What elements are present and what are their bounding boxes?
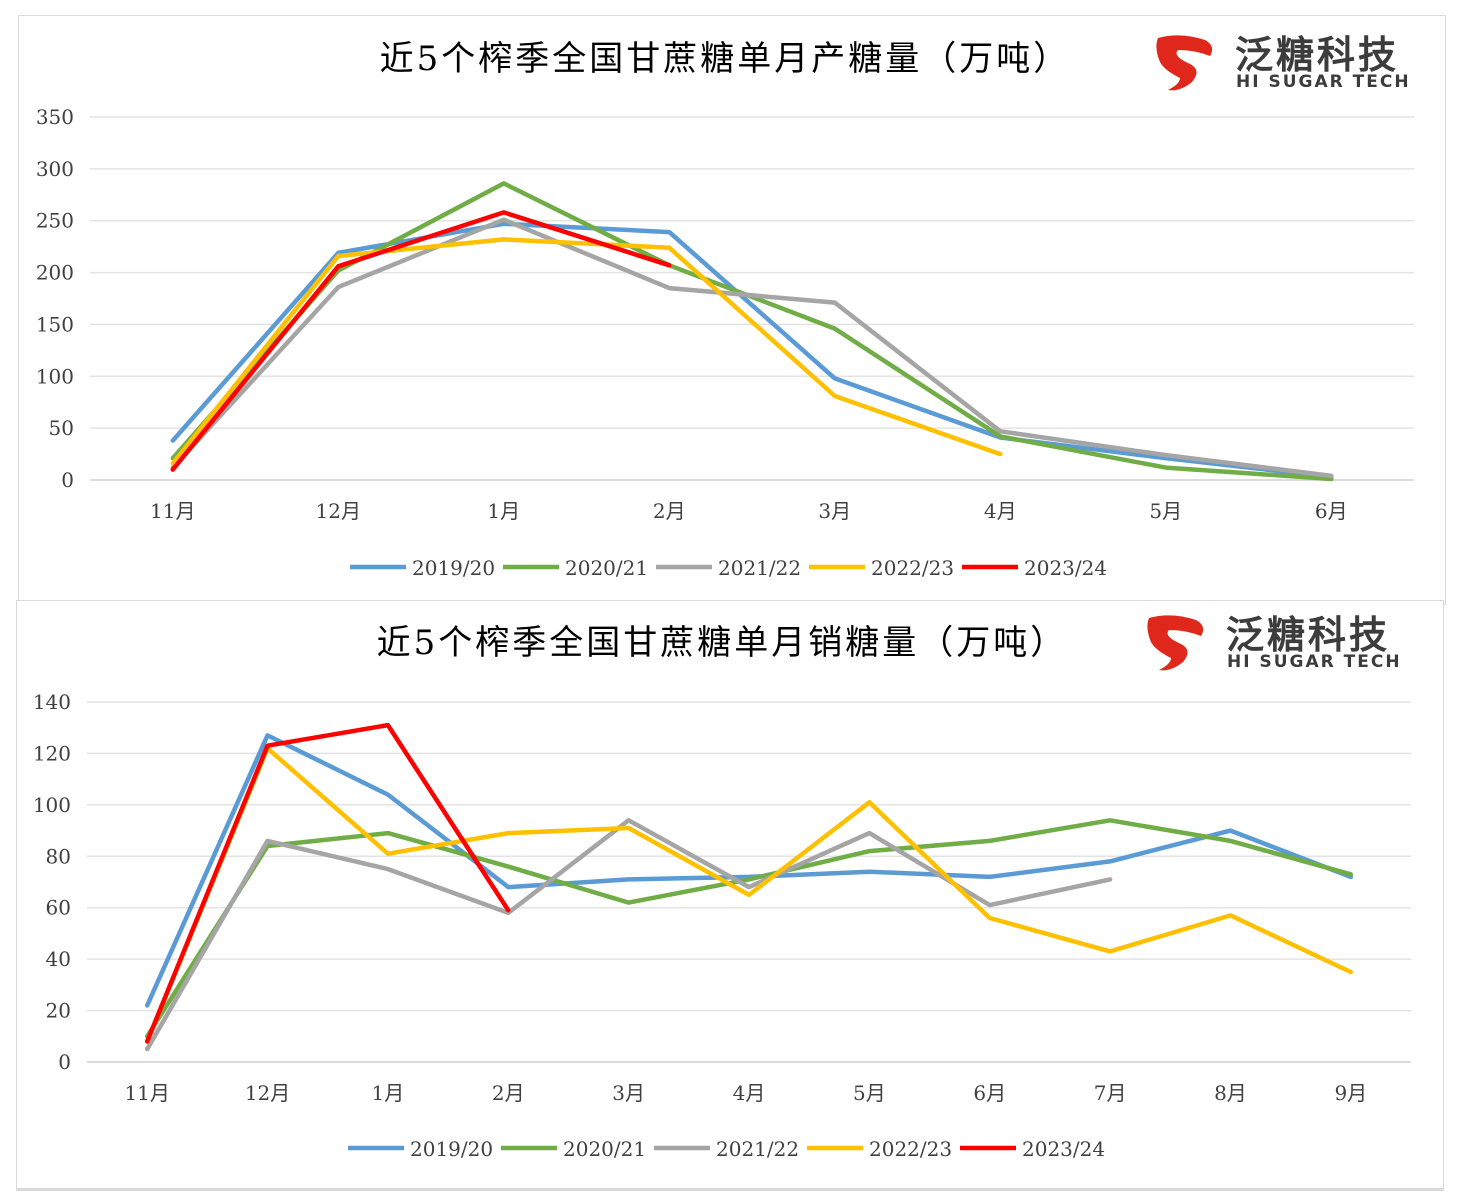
y-tick-label: 350	[36, 105, 74, 129]
x-tick-label: 2月	[653, 499, 686, 523]
legend-label: 2019/20	[410, 1137, 493, 1161]
legend-label: 2023/24	[1022, 1137, 1105, 1161]
x-tick-label: 5月	[1149, 499, 1182, 523]
y-tick-label: 150	[36, 312, 74, 336]
series-line-2019-20	[144, 733, 1354, 1008]
x-tick-label: 2月	[492, 1081, 525, 1105]
logo-cn: 泛糖科技	[1235, 33, 1400, 77]
y-tick-label: 50	[49, 416, 74, 440]
legend-label: 2021/22	[718, 556, 801, 580]
legend-label: 2020/21	[563, 1137, 646, 1161]
x-tick-label: 8月	[1214, 1081, 1247, 1105]
legend-label: 2021/22	[716, 1137, 799, 1161]
hi-sugar-logo-icon	[1156, 35, 1213, 91]
legend-label: 2022/23	[871, 556, 954, 580]
x-tick-label: 5月	[853, 1081, 886, 1105]
logo-bottom: 泛糖科技 HI SUGAR TECH	[1141, 610, 1431, 674]
legend-label: 2019/20	[412, 556, 495, 580]
y-tick-label: 120	[33, 741, 71, 765]
y-tick-label: 300	[36, 157, 74, 181]
series-line-2023-24	[170, 210, 672, 472]
x-tick-label: 6月	[1315, 499, 1348, 523]
y-tick-label: 140	[33, 690, 71, 714]
y-tick-label: 100	[33, 793, 71, 817]
logo-cn: 泛糖科技	[1226, 613, 1391, 657]
y-tick-label: 0	[58, 1050, 71, 1074]
x-tick-label: 3月	[818, 499, 851, 523]
legend-label: 2020/21	[565, 556, 648, 580]
y-tick-label: 250	[36, 209, 74, 233]
production-chart-panel	[18, 15, 1446, 605]
series-line-2022-23	[170, 237, 1003, 466]
series-line-2019-20	[170, 221, 1334, 480]
series-line-2021-22	[144, 818, 1113, 1052]
x-tick-label: 12月	[245, 1081, 290, 1105]
legend-label: 2023/24	[1024, 556, 1107, 580]
x-tick-label: 1月	[487, 499, 520, 523]
sales-chart-panel	[16, 600, 1444, 1191]
x-tick-label: 11月	[150, 499, 195, 523]
x-tick-label: 12月	[316, 499, 361, 523]
y-tick-label: 60	[46, 896, 71, 920]
y-tick-label: 0	[61, 468, 74, 492]
series-line-2020-21	[170, 181, 1334, 482]
logo-en: HI SUGAR TECH	[1236, 72, 1411, 92]
x-tick-label: 6月	[973, 1081, 1006, 1105]
series-line-2023-24	[144, 722, 511, 1044]
y-tick-label: 20	[46, 999, 71, 1023]
x-tick-label: 4月	[733, 1081, 766, 1105]
x-tick-label: 11月	[124, 1081, 169, 1105]
x-tick-label: 4月	[984, 499, 1017, 523]
logo-top: 泛糖科技 HI SUGAR TECH	[1150, 30, 1440, 94]
legend-label: 2022/23	[869, 1137, 952, 1161]
x-tick-label: 9月	[1334, 1081, 1367, 1105]
y-tick-label: 80	[46, 844, 71, 868]
hi-sugar-logo-icon	[1147, 615, 1204, 671]
series-line-2021-22	[170, 217, 1334, 479]
x-tick-label: 3月	[612, 1081, 645, 1105]
y-tick-label: 200	[36, 261, 74, 285]
chart-title: 近5个榨季全国甘蔗糖单月产糖量（万吨）	[380, 39, 1071, 79]
x-tick-label: 7月	[1094, 1081, 1127, 1105]
chart-title: 近5个榨季全国甘蔗糖单月销糖量（万吨）	[377, 623, 1068, 663]
y-tick-label: 40	[46, 947, 71, 971]
x-tick-label: 1月	[372, 1081, 405, 1105]
y-tick-label: 100	[36, 364, 74, 388]
logo-en: HI SUGAR TECH	[1227, 652, 1402, 672]
